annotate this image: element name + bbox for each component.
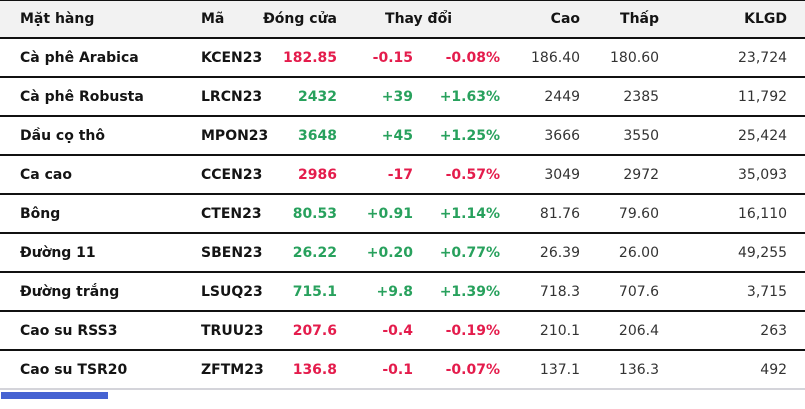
cell-high: 137.1 [500, 350, 581, 390]
table-row: Cao su RSS3 TRUU23 207.6 -0.4 -0.19% 210.1 206… [0, 311, 805, 351]
cell-high: 81.76 [500, 194, 581, 234]
cell-close: 2432 [245, 77, 337, 117]
cell-change-pct: +1.63% [413, 77, 501, 117]
table-row: Dầu cọ thô MPON23 3648 +45 +1.25% 3666 3550 25,… [0, 116, 805, 156]
cell-change: +0.91 [337, 194, 413, 234]
cell-volume: 35,093 [659, 155, 805, 195]
bottom-blue-bar [1, 392, 108, 399]
cell-code: CTEN23 [181, 194, 262, 234]
header-high: Cao [500, 0, 581, 39]
cell-low: 3550 [580, 116, 660, 156]
cell-commodity-name: Ca cao [0, 155, 181, 195]
cell-close: 136.8 [245, 350, 337, 390]
cell-code: LRCN23 [181, 77, 262, 117]
cell-change-pct: -0.08% [413, 38, 501, 78]
cell-low: 707.6 [580, 272, 660, 312]
cell-change: -0.1 [337, 350, 413, 390]
cell-volume: 492 [659, 350, 805, 390]
cell-low: 180.60 [580, 38, 660, 78]
header-volume: KLGD [659, 0, 805, 39]
header-close: Đóng cửa [245, 0, 337, 39]
cell-commodity-name: Đường trắng [0, 272, 181, 312]
cell-close: 2986 [245, 155, 337, 195]
cell-code: MPON23 [181, 116, 268, 156]
cell-change-pct: -0.19% [413, 311, 501, 351]
header-low: Thấp [580, 0, 660, 39]
cell-low: 2972 [580, 155, 660, 195]
cell-change: +9.8 [337, 272, 413, 312]
cell-code: ZFTM23 [181, 350, 264, 390]
cell-commodity-name: Cao su TSR20 [0, 350, 181, 390]
table-row: Ca cao CCEN23 2986 -17 -0.57% 3049 2972 35,093 [0, 155, 805, 195]
table-row: Cao su TSR20 ZFTM23 136.8 -0.1 -0.07% 137.1 13… [0, 350, 805, 390]
cell-close: 715.1 [245, 272, 337, 312]
cell-high: 2449 [500, 77, 581, 117]
cell-low: 206.4 [580, 311, 660, 351]
table-body: Cà phê Arabica KCEN23 182.85 -0.15 -0.08% 186… [0, 38, 805, 390]
cell-close: 182.85 [245, 38, 337, 78]
cell-high: 718.3 [500, 272, 581, 312]
table-row: Cà phê Arabica KCEN23 182.85 -0.15 -0.08% 186… [0, 38, 805, 78]
cell-change-pct: -0.07% [413, 350, 501, 390]
cell-commodity-name: Cà phê Arabica [0, 38, 181, 78]
cell-low: 136.3 [580, 350, 660, 390]
cell-change-pct: -0.57% [413, 155, 501, 195]
cell-code: TRUU23 [181, 311, 264, 351]
table-row: Đường 11 SBEN23 26.22 +0.20 +0.77% 26.39 26.00… [0, 233, 805, 273]
cell-change: -0.15 [337, 38, 413, 78]
cell-commodity-name: Đường 11 [0, 233, 181, 273]
table-row: Đường trắng LSUQ23 715.1 +9.8 +1.39% 718.3 707… [0, 272, 805, 312]
header-code: Mã [181, 0, 245, 39]
cell-volume: 263 [659, 311, 805, 351]
cell-code: LSUQ23 [181, 272, 263, 312]
cell-change: +39 [337, 77, 413, 117]
cell-volume: 23,724 [659, 38, 805, 78]
cell-volume: 11,792 [659, 77, 805, 117]
header-commodity: Mặt hàng [0, 0, 181, 39]
cell-low: 26.00 [580, 233, 660, 273]
header-row: Mặt hàng Mã Đóng cửa Thay đổi Cao Thấp K… [0, 0, 805, 39]
table-row: Bông CTEN23 80.53 +0.91 +1.14% 81.76 79.60 16,1… [0, 194, 805, 234]
cell-high: 3666 [500, 116, 581, 156]
table-header: Mặt hàng Mã Đóng cửa Thay đổi Cao Thấp K… [0, 0, 805, 39]
cell-code: SBEN23 [181, 233, 263, 273]
cell-change-pct: +1.14% [413, 194, 501, 234]
cell-high: 186.40 [500, 38, 581, 78]
cell-change: -0.4 [337, 311, 413, 351]
cell-change-pct: +1.39% [413, 272, 501, 312]
cell-change-pct: +0.77% [413, 233, 501, 273]
cell-volume: 16,110 [659, 194, 805, 234]
cell-close: 26.22 [245, 233, 337, 273]
cell-close: 207.6 [245, 311, 337, 351]
cell-commodity-name: Dầu cọ thô [0, 116, 181, 156]
cell-volume: 25,424 [659, 116, 805, 156]
cell-close: 80.53 [245, 194, 337, 234]
cell-volume: 49,255 [659, 233, 805, 273]
cell-change: -17 [337, 155, 413, 195]
cell-high: 3049 [500, 155, 581, 195]
cell-commodity-name: Cao su RSS3 [0, 311, 181, 351]
cell-high: 210.1 [500, 311, 581, 351]
cell-high: 26.39 [500, 233, 581, 273]
cell-volume: 3,715 [659, 272, 805, 312]
cell-commodity-name: Bông [0, 194, 181, 234]
cell-low: 79.60 [580, 194, 660, 234]
cell-code: CCEN23 [181, 155, 262, 195]
table-row: Cà phê Robusta LRCN23 2432 +39 +1.63% 2449 238… [0, 77, 805, 117]
cell-change: +0.20 [337, 233, 413, 273]
cell-close: 3648 [245, 116, 337, 156]
cell-change-pct: +1.25% [413, 116, 501, 156]
cell-code: KCEN23 [181, 38, 262, 78]
header-change: Thay đổi [337, 0, 501, 39]
cell-commodity-name: Cà phê Robusta [0, 77, 181, 117]
cell-change: +45 [337, 116, 413, 156]
cell-low: 2385 [580, 77, 660, 117]
commodity-price-table: Mặt hàng Mã Đóng cửa Thay đổi Cao Thấp K… [0, 0, 805, 390]
